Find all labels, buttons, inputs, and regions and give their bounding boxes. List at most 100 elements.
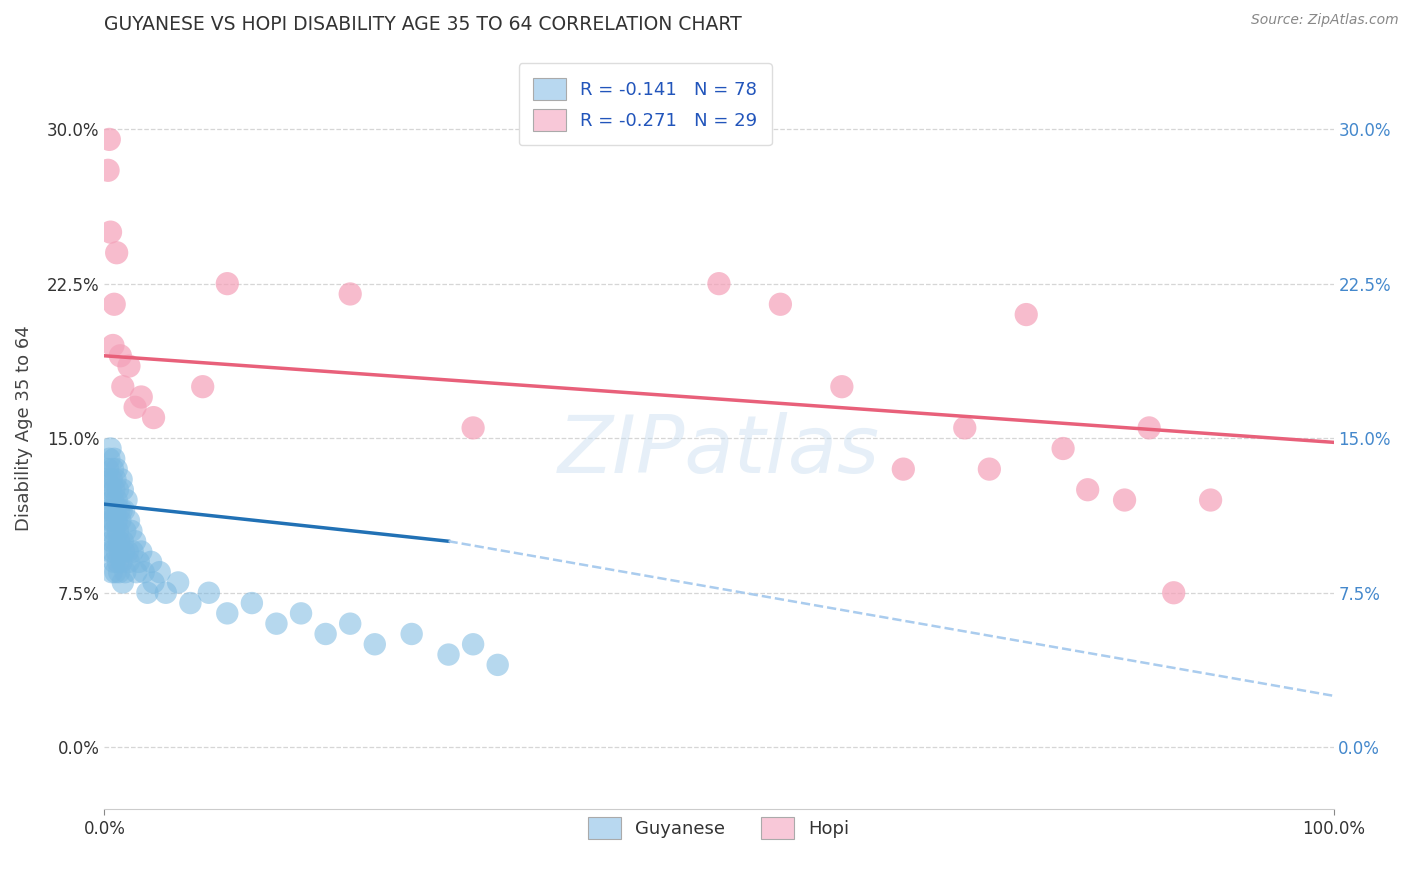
Point <box>1052 442 1074 456</box>
Point <box>101 338 124 352</box>
Point <box>110 472 132 486</box>
Legend: Guyanese, Hopi: Guyanese, Hopi <box>581 809 856 846</box>
Point <box>191 380 214 394</box>
Point <box>339 616 361 631</box>
Text: GUYANESE VS HOPI DISABILITY AGE 35 TO 64 CORRELATION CHART: GUYANESE VS HOPI DISABILITY AGE 35 TO 64… <box>104 15 742 34</box>
Point <box>110 544 132 558</box>
Point <box>1137 421 1160 435</box>
Point <box>110 503 132 517</box>
Point <box>128 555 150 569</box>
Point <box>142 410 165 425</box>
Point <box>98 524 121 538</box>
Point <box>139 555 162 569</box>
Point <box>198 586 221 600</box>
Point <box>98 451 121 466</box>
Point <box>149 565 172 579</box>
Point <box>105 462 128 476</box>
Point <box>100 565 122 579</box>
Point <box>953 421 976 435</box>
Point <box>117 544 139 558</box>
Point <box>114 524 136 538</box>
Point <box>179 596 201 610</box>
Text: Source: ZipAtlas.com: Source: ZipAtlas.com <box>1251 13 1399 28</box>
Point <box>98 132 121 146</box>
Point <box>1077 483 1099 497</box>
Point <box>1114 493 1136 508</box>
Point <box>114 565 136 579</box>
Point <box>486 657 509 672</box>
Point <box>142 575 165 590</box>
Point <box>891 462 914 476</box>
Point <box>132 565 155 579</box>
Point <box>108 503 131 517</box>
Point <box>129 544 152 558</box>
Point <box>96 472 118 486</box>
Point <box>105 514 128 528</box>
Point <box>240 596 263 610</box>
Point <box>101 514 124 528</box>
Point <box>104 503 127 517</box>
Point <box>100 514 122 528</box>
Point <box>121 544 143 558</box>
Point <box>100 225 122 239</box>
Point <box>111 483 134 497</box>
Point <box>101 493 124 508</box>
Point <box>401 627 423 641</box>
Point <box>120 524 142 538</box>
Point <box>1015 308 1038 322</box>
Point <box>290 607 312 621</box>
Point <box>110 349 132 363</box>
Point <box>124 534 146 549</box>
Point <box>112 544 135 558</box>
Text: ZIPatlas: ZIPatlas <box>558 412 880 490</box>
Point <box>100 472 122 486</box>
Point <box>107 483 129 497</box>
Point <box>103 524 125 538</box>
Point <box>461 637 484 651</box>
Point <box>111 575 134 590</box>
Point <box>97 503 120 517</box>
Point <box>103 483 125 497</box>
Point <box>769 297 792 311</box>
Point <box>112 503 135 517</box>
Point <box>118 514 141 528</box>
Point <box>129 390 152 404</box>
Point <box>155 586 177 600</box>
Point <box>104 534 127 549</box>
Point <box>98 493 121 508</box>
Point <box>107 524 129 538</box>
Point <box>100 544 122 558</box>
Y-axis label: Disability Age 35 to 64: Disability Age 35 to 64 <box>15 325 32 531</box>
Point <box>1163 586 1185 600</box>
Point <box>103 555 125 569</box>
Point <box>110 514 132 528</box>
Point <box>100 442 122 456</box>
Point <box>97 462 120 476</box>
Point <box>461 421 484 435</box>
Point <box>107 555 129 569</box>
Point <box>105 544 128 558</box>
Point <box>167 575 190 590</box>
Point <box>100 503 122 517</box>
Point <box>217 277 239 291</box>
Point <box>339 287 361 301</box>
Point <box>103 297 125 311</box>
Point <box>831 380 853 394</box>
Point <box>364 637 387 651</box>
Point <box>118 359 141 373</box>
Point <box>108 565 131 579</box>
Point <box>707 277 730 291</box>
Point <box>111 380 134 394</box>
Point <box>118 555 141 569</box>
Point <box>104 472 127 486</box>
Point <box>105 493 128 508</box>
Point <box>101 462 124 476</box>
Point <box>125 565 148 579</box>
Point <box>105 245 128 260</box>
Point <box>97 163 120 178</box>
Point <box>108 534 131 549</box>
Point <box>266 616 288 631</box>
Point <box>1199 493 1222 508</box>
Point <box>124 401 146 415</box>
Point <box>104 565 127 579</box>
